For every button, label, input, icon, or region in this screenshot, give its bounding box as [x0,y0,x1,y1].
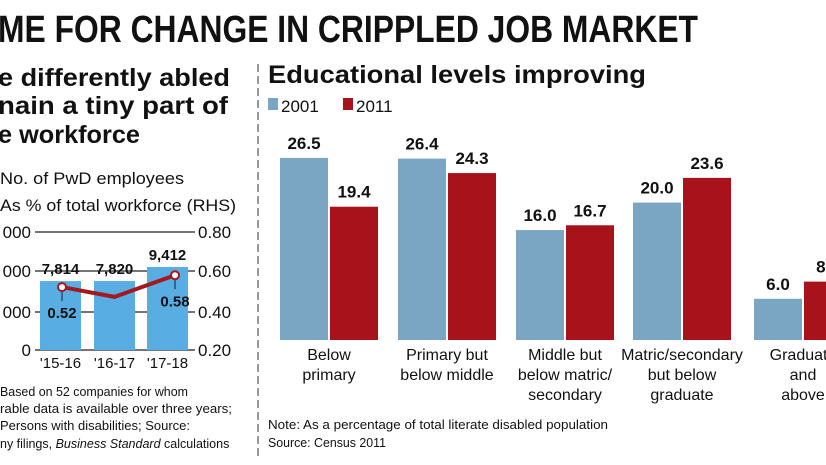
category-label: primary [302,367,355,384]
bar-value-label: 19.4 [337,183,371,202]
footnote-part: ny filings, [0,437,56,451]
chart-note: Note: As a percentage of total literate … [268,418,608,432]
bar [40,281,81,350]
footnote-line: rable data is available over three years… [0,402,232,416]
category-label: above [781,387,825,404]
legend-label-2001: 2001 [281,97,319,116]
left-chart-title: e differently abled nain a tiny part of … [0,64,230,149]
category-label: Graduate [770,347,826,364]
legend-label-2011: 2011 [356,97,393,116]
bar-2001 [516,230,564,340]
bar-2011 [566,225,614,340]
footnote-line: Based on 52 companies for whom [0,385,188,399]
category-label: secondary [528,387,602,404]
bar-value-label: 9,412 [149,247,187,264]
bar-value-label: 7,814 [42,261,80,278]
category-label: graduate [650,387,713,404]
line-value-label: 0.52 [47,305,76,322]
category-label: Matric/secondary [621,347,743,364]
right-chart: 26.5 19.4 Below primary 26.4 24.3 Primary but b… [280,134,826,404]
x-tick-label: '15-16 [40,355,81,372]
line-value-label: 0.58 [160,293,189,310]
bar-value-label: 6.0 [766,275,790,294]
right-axis-tick-label: 0.60 [198,262,231,281]
x-tick-label: '17-18 [147,355,188,372]
bar-2001 [633,202,681,340]
category-label: Below [307,347,351,364]
left-title-line: e workforce [0,121,140,149]
left-title-line: nain a tiny part of [0,92,229,120]
legend-swatch-2001 [268,98,278,110]
headline: ME FOR CHANGE IN CRIPPLED JOB MARKET [0,9,698,51]
right-axis-tick-label: 0.80 [198,223,231,242]
x-tick-label: '16-17 [94,355,135,372]
legend-bars: No. of PwD employees [0,169,184,188]
bar-2001 [398,158,446,340]
bar-value-label: 20.0 [640,179,673,198]
line-series [61,273,176,299]
bar-2011 [683,177,731,340]
footnote-line: ny filings, Business Standard calculatio… [0,437,229,451]
left-axis-tick-label: 000 [3,223,31,242]
right-axis-tick-label: 0.40 [198,303,231,322]
line-marker [170,270,180,281]
category-label: Primary but [406,347,488,364]
bar-2011 [804,281,826,340]
bar-value-label: 16.0 [523,206,556,225]
left-chart: 0 0.20 000 0.40 000 0.60 000 0.80 7,814 '15-16 7,8… [3,223,231,372]
legend-line: As % of total workforce (RHS) [0,196,236,215]
footnote-line: Persons with disabilities; Source: [0,419,190,433]
bar-value-label: 26.4 [405,135,439,154]
bar-value-label: 23.6 [690,154,723,173]
left-footnote: Based on 52 companies for whom rable dat… [0,385,232,451]
left-axis-tick-label: 000 [3,262,31,281]
chart-source: Source: Census 2011 [268,436,386,450]
bar-2011 [448,173,496,340]
line-marker [57,282,67,293]
category-label: Middle but [528,347,602,364]
bar-2011 [330,206,378,340]
bar-value-label: 26.5 [287,134,320,153]
category-label: and [790,367,817,384]
left-axis-tick-label: 0 [22,341,31,360]
footnote-part: calculations [161,437,230,451]
category-label: below matric/ [518,367,613,384]
left-title-line: e differently abled [0,64,230,92]
footnote-brand: Business Standard [56,437,162,451]
right-chart-title: Educational levels improving [268,61,646,89]
category-label: below middle [400,367,493,384]
left-axis-tick-label: 000 [3,303,31,322]
bar-2001 [754,298,802,340]
bar-value-label: 24.3 [455,149,488,168]
legend-swatch-2011 [343,98,353,110]
bar-value-label: 16.7 [573,201,606,220]
right-axis-tick-label: 0.20 [198,341,231,360]
bar-value-label: 7,820 [96,261,134,278]
category-label: but below [648,367,717,384]
bar-value-label: 8.5 [816,258,826,277]
bar-2001 [280,157,328,340]
